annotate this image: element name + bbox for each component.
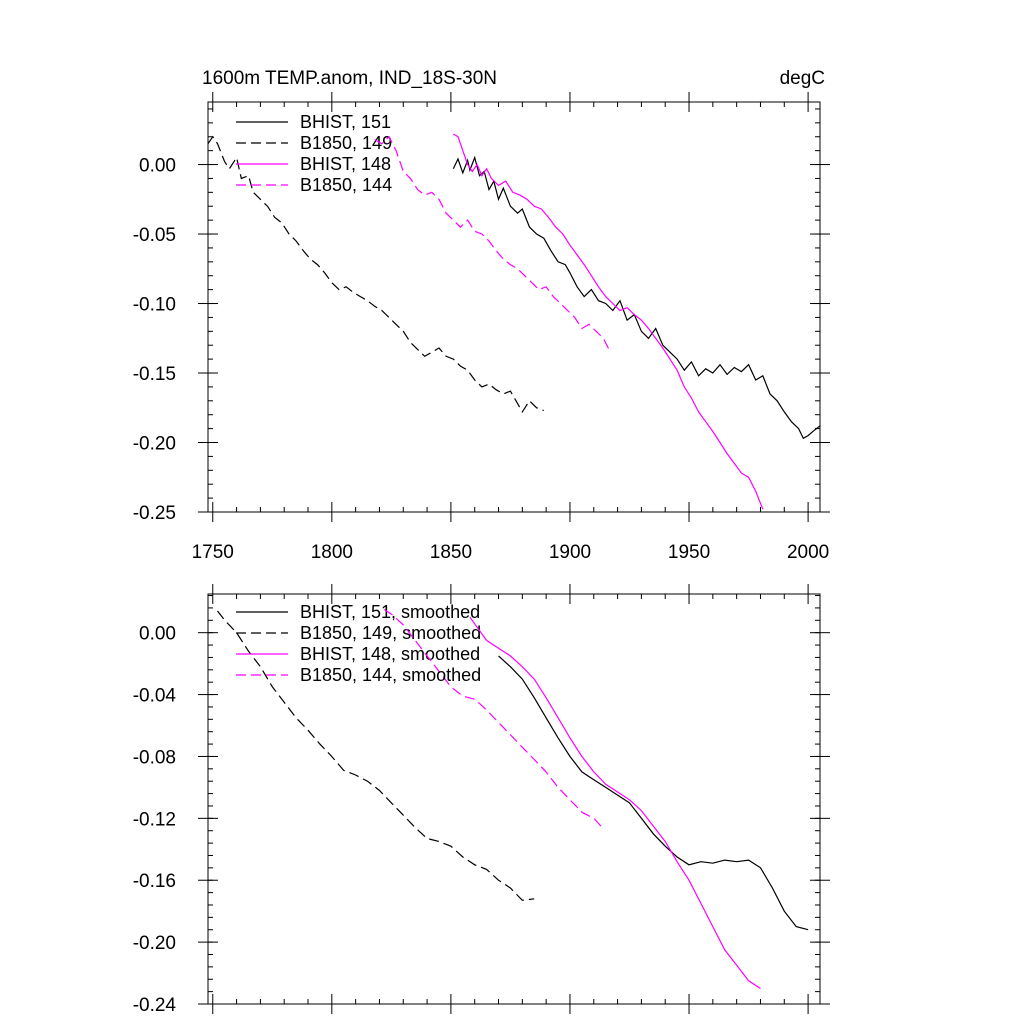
legend-label: B1850, 149	[300, 133, 392, 153]
series-line-b1850-144-smoothed	[383, 608, 602, 827]
legend-label: B1850, 144	[300, 175, 392, 195]
x-tick-label: 1900	[549, 542, 591, 563]
top-panel-title: 1600m TEMP.anom, IND_18S-30N	[202, 68, 497, 89]
legend-label: B1850, 149, smoothed	[300, 623, 481, 643]
plot-frame	[207, 101, 821, 513]
legend-label: BHIST, 148, smoothed	[300, 644, 480, 664]
y-tick-label: -0.24	[133, 995, 177, 1016]
legend-label: BHIST, 148	[300, 154, 391, 174]
series-line-bhist-148	[453, 133, 764, 510]
x-tick-label: 1800	[311, 542, 353, 563]
series-line-bhist-151-smoothed	[498, 655, 809, 931]
y-tick-label: -0.15	[133, 364, 176, 385]
y-tick-label: -0.12	[133, 809, 176, 830]
top-panel-units: degC	[780, 68, 825, 89]
y-tick-label: -0.20	[133, 434, 176, 455]
top-panel: 1600m TEMP.anom, IND_18S-30N degC 1750 18…	[133, 68, 830, 563]
y-tick-label: 0.00	[139, 156, 176, 177]
series-line-bhist-148-smoothed	[469, 616, 761, 990]
x-tick-label: 1850	[430, 542, 472, 563]
y-tick-label: -0.05	[133, 225, 176, 246]
series-line-b1850-149	[207, 135, 545, 414]
x-tick-label: 2000	[787, 542, 829, 563]
legend-label: BHIST, 151, smoothed	[300, 602, 480, 622]
series-line-b1850-144	[374, 135, 611, 353]
y-tick-label: -0.16	[133, 871, 176, 892]
series-line-bhist-151	[452, 155, 821, 440]
bottom-panel: 0.00 -0.04 -0.08 -0.12 -0.16 -0.20 -0.24 BHIST,…	[133, 584, 830, 1016]
y-tick-label: -0.10	[133, 295, 176, 316]
legend-label: BHIST, 151	[300, 112, 391, 132]
y-tick-label: 0.00	[139, 624, 176, 645]
y-tick-label: -0.04	[133, 686, 177, 707]
x-tick-label: 1950	[668, 542, 710, 563]
y-tick-label: -0.25	[133, 503, 176, 524]
y-tick-label: -0.20	[133, 933, 176, 954]
y-tick-label: -0.08	[133, 747, 176, 768]
legend-label: B1850, 144, smoothed	[300, 665, 481, 685]
plot-frame	[207, 593, 821, 1005]
series-line-b1850-149-smoothed	[217, 610, 535, 901]
x-tick-label: 1750	[192, 542, 234, 563]
